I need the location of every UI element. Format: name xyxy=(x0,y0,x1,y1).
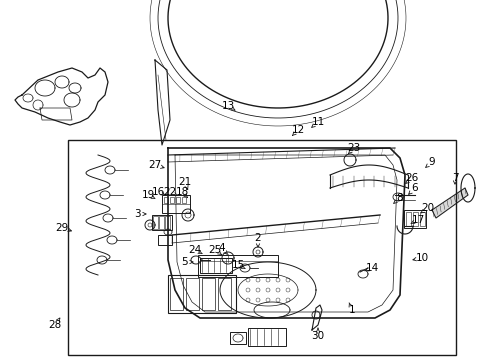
Bar xyxy=(405,212,410,226)
Text: 25: 25 xyxy=(208,245,221,255)
Text: 17: 17 xyxy=(410,215,424,225)
Text: 2: 2 xyxy=(254,233,261,243)
Text: 18: 18 xyxy=(175,187,188,197)
Text: 4: 4 xyxy=(218,243,225,253)
Text: 5: 5 xyxy=(181,257,187,267)
Text: 26: 26 xyxy=(405,173,418,183)
Text: 6: 6 xyxy=(411,183,417,193)
Text: 29: 29 xyxy=(55,223,68,233)
Bar xyxy=(170,278,183,310)
Bar xyxy=(159,216,163,229)
Bar xyxy=(158,235,172,245)
Text: 11: 11 xyxy=(311,117,324,127)
Text: 10: 10 xyxy=(415,253,427,263)
Bar xyxy=(68,140,455,355)
Text: 3: 3 xyxy=(133,209,140,219)
Bar xyxy=(176,197,180,203)
Bar xyxy=(153,216,158,229)
Text: 30: 30 xyxy=(311,331,324,341)
Bar xyxy=(198,255,278,277)
Text: 7: 7 xyxy=(451,173,457,183)
Bar xyxy=(162,195,190,213)
Text: 14: 14 xyxy=(365,263,378,273)
Text: 21: 21 xyxy=(178,177,191,187)
Bar xyxy=(229,332,245,344)
Bar xyxy=(163,197,168,203)
Bar xyxy=(170,197,174,203)
Bar xyxy=(200,258,231,273)
Bar xyxy=(182,197,185,203)
Bar xyxy=(403,210,425,228)
Text: 16: 16 xyxy=(151,187,164,197)
Text: 12: 12 xyxy=(291,125,304,135)
Text: 15: 15 xyxy=(231,260,244,270)
Bar xyxy=(164,216,170,229)
Bar xyxy=(185,278,199,310)
Text: 8: 8 xyxy=(396,193,403,203)
Text: 9: 9 xyxy=(428,157,434,167)
Bar xyxy=(247,328,285,346)
Polygon shape xyxy=(431,188,467,218)
Bar xyxy=(152,215,172,230)
Text: 23: 23 xyxy=(346,143,360,153)
Bar xyxy=(202,278,215,310)
Text: 22: 22 xyxy=(163,187,176,197)
Bar xyxy=(419,212,424,226)
Text: 13: 13 xyxy=(221,101,234,111)
Text: 19: 19 xyxy=(141,190,154,200)
Bar xyxy=(218,278,230,310)
Text: 24: 24 xyxy=(188,245,201,255)
Text: 20: 20 xyxy=(421,203,434,213)
Bar xyxy=(412,212,417,226)
Bar xyxy=(168,275,236,313)
Text: 28: 28 xyxy=(48,320,61,330)
Text: 1: 1 xyxy=(348,305,355,315)
Text: 27: 27 xyxy=(148,160,162,170)
